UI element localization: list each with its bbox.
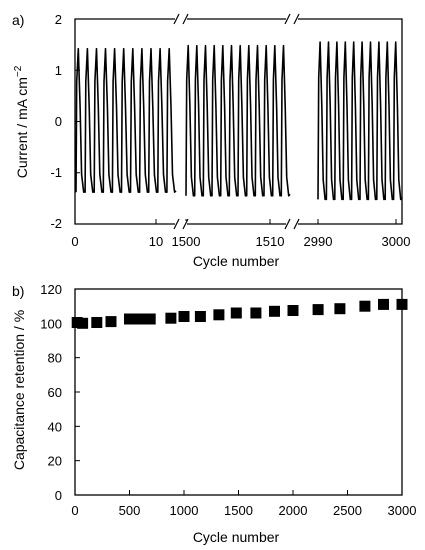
panel-b-data-point xyxy=(178,311,190,322)
panel-a-x-tick-1510: 1510 xyxy=(256,234,285,249)
panel-b-data-point xyxy=(359,300,371,312)
panel-b-x-tick-label: 3000 xyxy=(388,503,417,518)
panel-a-y-title: Current / mA cm−2 xyxy=(13,65,30,178)
panel-a-break-mark xyxy=(182,218,189,230)
panel-b-data-point xyxy=(213,309,225,321)
panel-a-y-title-sup: −2 xyxy=(13,65,24,77)
panel-b-x-tick-label: 0 xyxy=(71,503,78,518)
panel-b: b) Cycle number Capacitance retention / … xyxy=(11,282,416,545)
panel-a-y-tick-2: 2 xyxy=(55,12,62,27)
panel-b-x-tick-label: 500 xyxy=(119,503,141,518)
panel-b-data-point xyxy=(124,313,135,325)
panel-a-y-tick-1: 1 xyxy=(55,63,62,78)
panel-a-break-gap xyxy=(286,16,298,22)
panel-b-data-point xyxy=(334,303,346,315)
panel-a-break-mark xyxy=(173,218,180,230)
panel-a-break-gap xyxy=(286,221,298,227)
panel-a-break-gap xyxy=(175,16,187,22)
panel-b-x-tick-label: 2000 xyxy=(279,503,308,518)
panel-a-x-tick-10: 10 xyxy=(149,234,163,249)
panel-b-data-point xyxy=(312,304,324,316)
panel-a-break-mark xyxy=(284,13,291,25)
panel-a-series-segment-3 xyxy=(317,41,403,201)
panel-b-data-point xyxy=(105,316,117,328)
panel-b-x-tick-label: 2500 xyxy=(333,503,362,518)
panel-a-break-gap xyxy=(175,221,187,227)
panel-b-y-tick-label: 60 xyxy=(48,385,62,400)
panel-b-data-point xyxy=(269,305,280,317)
panel-a-y-tick-m2: -2 xyxy=(50,216,62,231)
panel-a-break-mark xyxy=(293,218,300,230)
panel-a-y-tick-m1: -1 xyxy=(50,165,62,180)
panel-b-y-tick-label: 80 xyxy=(48,351,62,366)
panel-a-y-title-main: Current / mA cm xyxy=(14,77,30,178)
panel-b-x-title: Cycle number xyxy=(193,529,280,545)
panel-b-x-tick-label: 1000 xyxy=(170,503,199,518)
panel-b-data-point xyxy=(77,317,89,329)
panel-a-x-tick-1500: 1500 xyxy=(172,234,201,249)
panel-b-x-tick-label: 1500 xyxy=(224,503,253,518)
panel-b-data-point xyxy=(144,313,156,325)
panel-b-data-point xyxy=(194,311,206,322)
panel-a-label: a) xyxy=(12,12,24,28)
panel-a-break-mark xyxy=(293,13,300,25)
panel-a-x-title: Cycle number xyxy=(193,253,280,269)
panel-a-x-tick-2990: 2990 xyxy=(304,234,333,249)
panel-a: a) 2 1 0 -1 -2 0 10 1500 1510 2990 3000 … xyxy=(12,12,410,269)
panel-b-y-title: Capacitance retention / % xyxy=(11,310,27,470)
panel-a-break-mark xyxy=(182,13,189,25)
panel-b-y-tick-label: 0 xyxy=(55,488,62,503)
panel-a-x-tick-3000: 3000 xyxy=(382,234,411,249)
panel-b-y-tick-label: 20 xyxy=(48,454,62,469)
panel-a-x-tick-0: 0 xyxy=(71,234,78,249)
panel-b-y-tick-label: 100 xyxy=(40,316,62,331)
panel-b-data-point xyxy=(287,305,299,316)
panel-b-data-point xyxy=(396,298,408,310)
panel-b-label: b) xyxy=(12,283,24,299)
panel-a-series-segment-1 xyxy=(75,47,177,193)
panel-b-y-tick-label: 120 xyxy=(40,282,62,297)
panel-b-data-point xyxy=(91,317,103,328)
panel-b-data-point xyxy=(378,298,389,310)
panel-b-data-point xyxy=(250,307,262,319)
panel-a-break-mark xyxy=(284,218,291,230)
panel-a-series-segment-2 xyxy=(185,44,291,197)
panel-b-data-point xyxy=(230,307,242,319)
panel-b-data-point xyxy=(165,312,177,324)
panel-b-data-point xyxy=(132,313,144,325)
panel-a-break-mark xyxy=(173,13,180,25)
panel-a-y-tick-0: 0 xyxy=(55,114,62,129)
panel-b-y-tick-label: 40 xyxy=(48,419,62,434)
